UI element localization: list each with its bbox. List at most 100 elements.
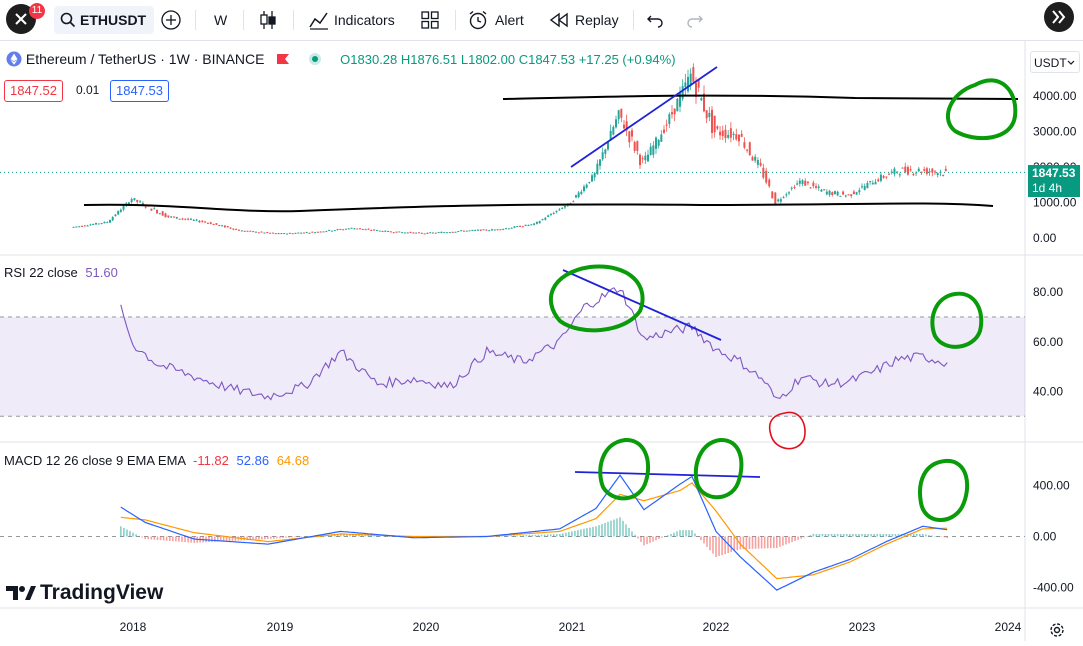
price-candle (931, 168, 934, 173)
price-candle (866, 182, 869, 189)
price-candle (552, 213, 555, 215)
price-candle (499, 229, 502, 231)
rsi-legend[interactable]: RSI 22 close 51.60 (4, 265, 118, 280)
undo-button[interactable] (646, 6, 666, 34)
price-candle (790, 187, 793, 189)
price-candle (558, 209, 561, 211)
flag-icon[interactable] (276, 53, 290, 65)
price-candle (561, 207, 564, 209)
buy-price-button[interactable]: 1847.53 (110, 80, 169, 102)
macd-histogram-bar (769, 536, 772, 549)
macd-histogram-bar (568, 532, 570, 537)
macd-histogram-bar (583, 528, 585, 537)
macd-histogram-bar (751, 536, 754, 549)
price-candle (150, 208, 153, 211)
chart-canvas[interactable]: 0.001000.002000.003000.004000.0040.0060.… (0, 41, 1083, 641)
price-candle (580, 191, 583, 194)
compare-symbol-button[interactable] (160, 6, 184, 34)
price-candle (476, 229, 479, 231)
templates-button[interactable] (420, 6, 442, 34)
symbol-legend[interactable]: Ethereum / TetherUS · 1W · BINANCE O1830… (6, 51, 676, 67)
macd-histogram-bar (187, 536, 189, 543)
currency-selector[interactable]: USDT (1030, 51, 1080, 73)
price-candle (95, 222, 98, 225)
price-candle (89, 224, 92, 226)
price-candle (607, 141, 609, 150)
price-candle (201, 220, 204, 222)
price-candle (538, 221, 541, 224)
macd-histogram-bar (379, 536, 382, 537)
price-candle (583, 186, 585, 191)
macd-histogram-bar (565, 532, 567, 537)
macd-histogram-bar (300, 536, 303, 537)
macd-histogram-bar (123, 527, 125, 537)
tradingview-logo[interactable]: TradingView (6, 579, 163, 607)
macd-histogram-bar (830, 533, 833, 537)
price-candle (762, 167, 765, 178)
price-candle (563, 205, 566, 208)
price-candle (684, 82, 687, 88)
price-candle (530, 224, 533, 226)
macd-histogram-bar (266, 536, 269, 540)
price-candle (294, 232, 297, 234)
replay-button[interactable]: Replay (549, 6, 623, 34)
indicators-button[interactable]: Indicators (308, 6, 404, 34)
price-candle (644, 155, 647, 161)
price-candle (942, 174, 945, 176)
price-candle (737, 134, 740, 142)
price-candle (555, 210, 558, 213)
macd-histogram-bar (159, 536, 162, 541)
macd-histogram-bar (555, 534, 558, 537)
macd-histogram-bar (258, 536, 260, 540)
price-candle (387, 230, 390, 232)
macd-histogram-bar (147, 536, 150, 540)
price-candle (705, 110, 708, 119)
macd-histogram-bar (604, 522, 606, 537)
alert-button[interactable]: Alert (467, 6, 533, 34)
rsi-label: RSI 22 close (4, 265, 78, 280)
price-candle (898, 174, 901, 176)
chart-type-button[interactable] (258, 6, 280, 34)
annotation-circle (768, 411, 806, 450)
price-candle (353, 228, 356, 230)
chart-area[interactable]: 0.001000.002000.003000.004000.0040.0060.… (0, 41, 1083, 641)
macd-histogram-bar (661, 536, 663, 538)
settings-gear-icon[interactable] (1048, 621, 1066, 639)
price-candle (257, 232, 260, 234)
macd-histogram-bar (703, 536, 705, 544)
macd-histogram-bar (685, 530, 687, 537)
price-candle (359, 228, 362, 230)
macd-histogram-bar (273, 536, 275, 539)
price-candle (454, 231, 457, 233)
annotation-trend-line (574, 471, 761, 478)
macd-axis-tick: 400.00 (1033, 478, 1070, 492)
macd-histogram-bar (940, 536, 942, 537)
price-candle (782, 197, 785, 199)
price-axis-tick: 1000.00 (1033, 196, 1077, 210)
price-candle (833, 191, 836, 195)
macd-histogram-bar (646, 536, 648, 545)
annotation-circle (548, 264, 645, 333)
macd-histogram-bar (682, 530, 684, 537)
price-candle (765, 170, 768, 183)
macd-histogram-bar (643, 536, 645, 546)
price-candle (111, 217, 114, 221)
macd-histogram-bar (358, 534, 360, 537)
macd-histogram-bar (815, 533, 818, 537)
macd-histogram-bar (673, 532, 675, 537)
redo-button[interactable] (686, 6, 706, 34)
price-candle (308, 232, 311, 234)
price-candle (812, 182, 815, 187)
price-candle (373, 229, 376, 231)
macd-histogram-bar (216, 536, 219, 542)
price-candle (697, 79, 700, 88)
interval-button[interactable]: W (214, 12, 228, 28)
price-candle (457, 231, 460, 233)
price-candle (389, 231, 392, 233)
sell-price-button[interactable]: 1847.52 (4, 80, 63, 102)
symbol-search-button[interactable]: ETHUSDT (54, 6, 154, 34)
price-candle (521, 226, 524, 228)
collapse-panel-button[interactable] (1044, 2, 1074, 32)
price-candle (187, 218, 190, 220)
macd-legend[interactable]: MACD 12 26 close 9 EMA EMA -11.82 52.86 … (4, 453, 309, 468)
